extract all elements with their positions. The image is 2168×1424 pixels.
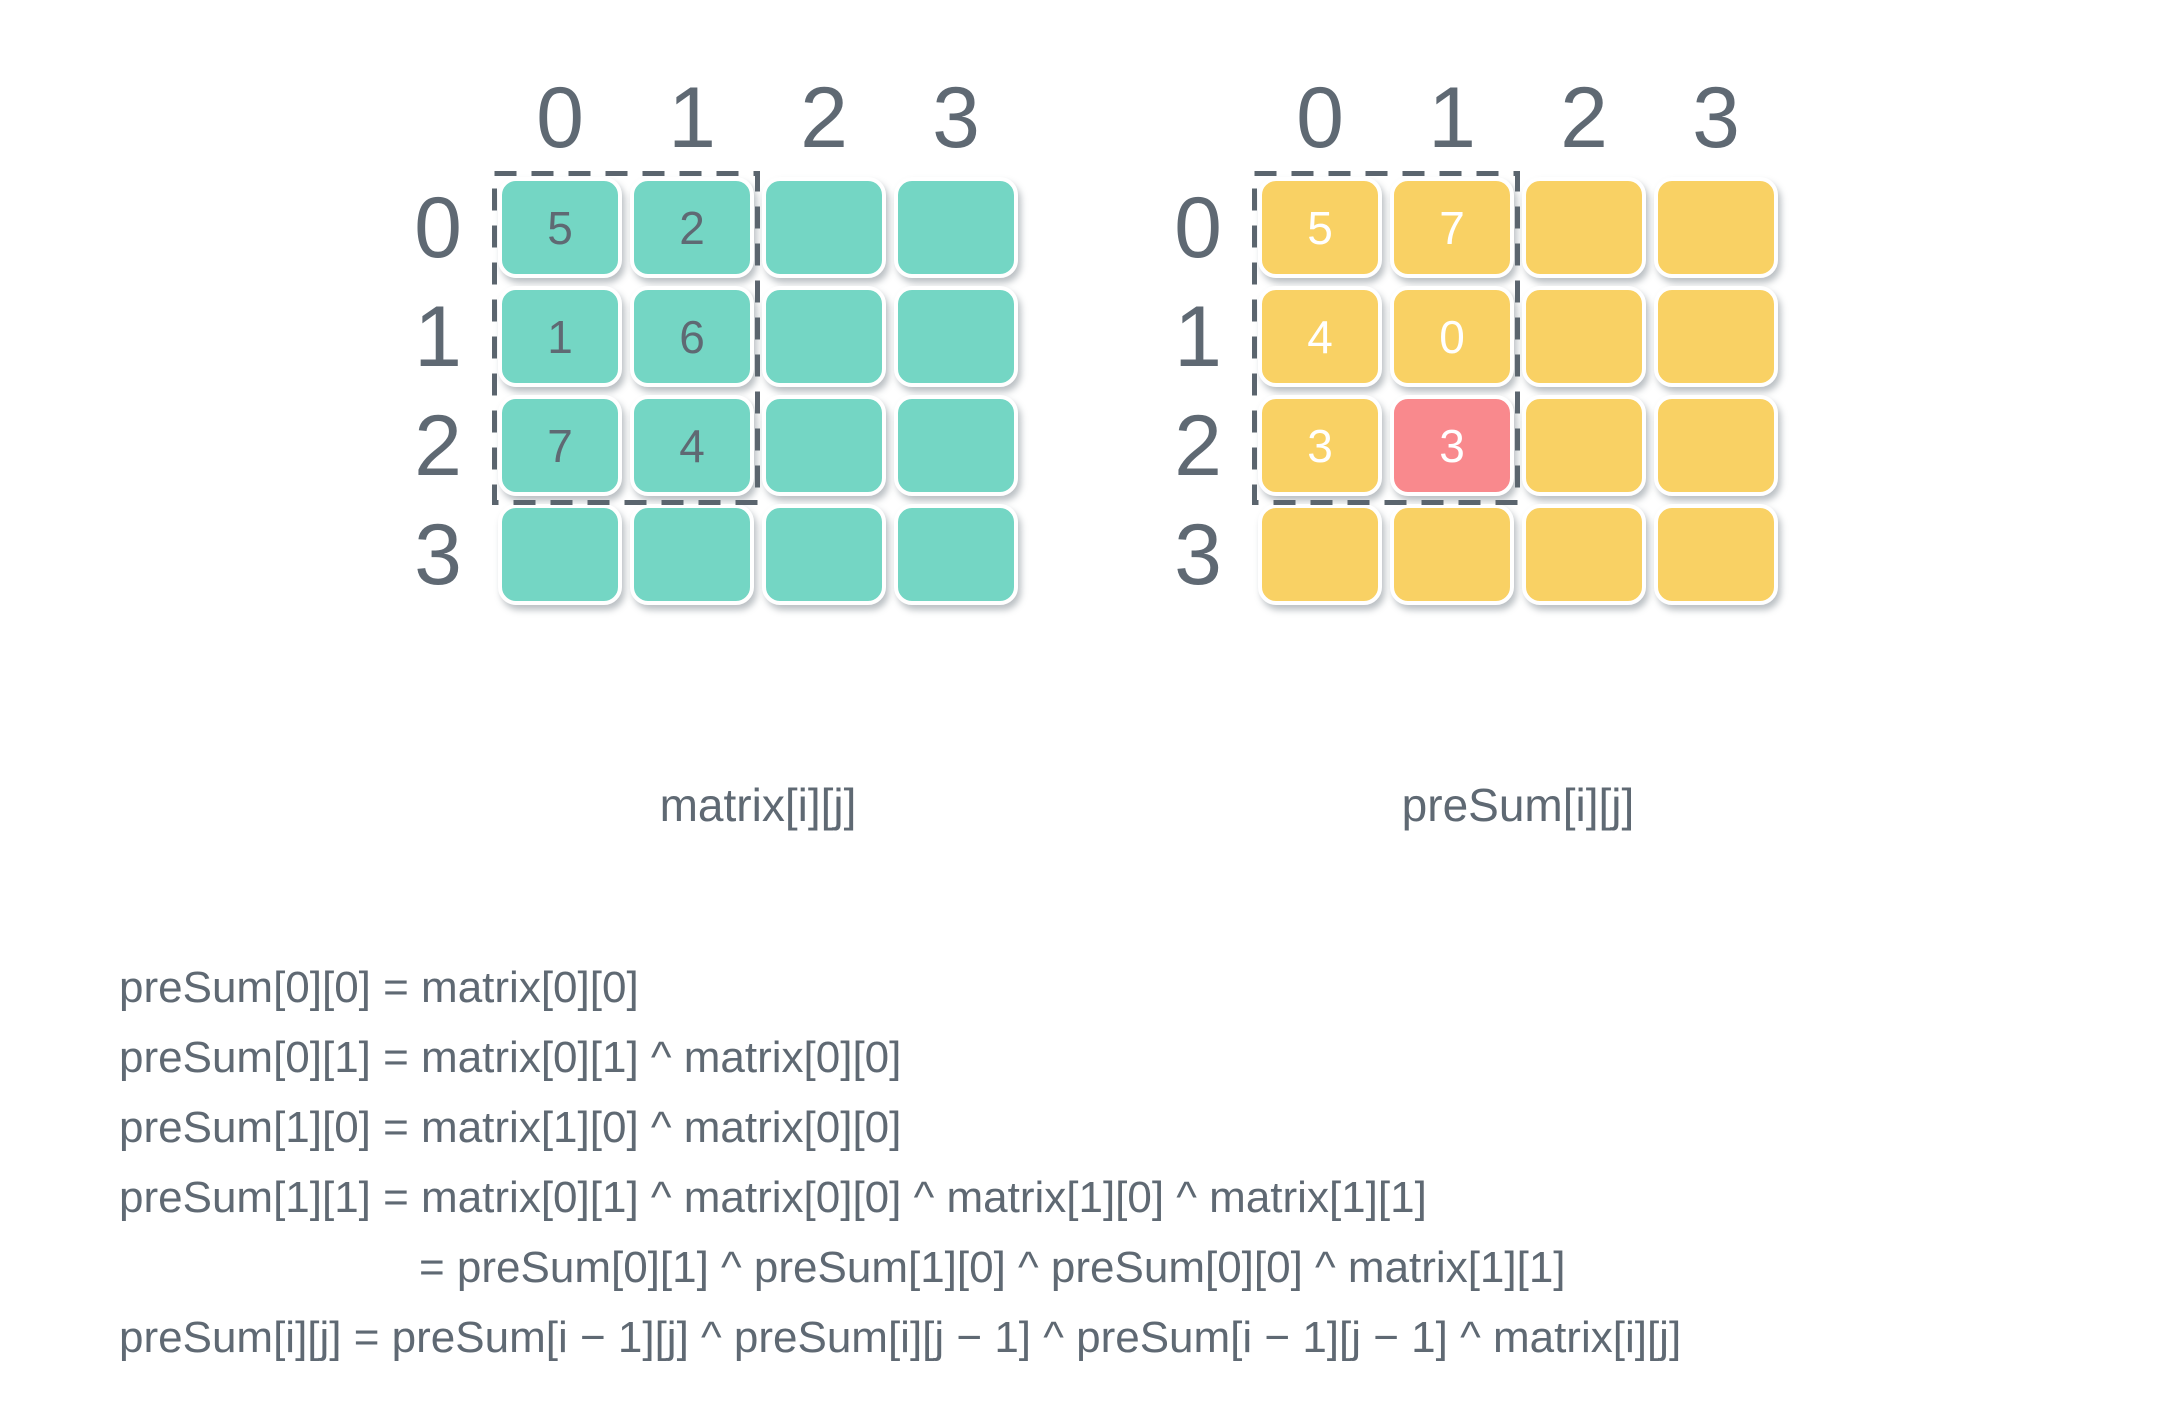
preSum-col-header-0: 0 xyxy=(1296,70,1344,166)
matrix-cell-0-3 xyxy=(894,177,1018,278)
presum-caption: preSum[i][j] xyxy=(1401,779,1635,831)
formula-line-5: preSum[i][j] = preSum[i − 1][j] ^ preSum… xyxy=(119,1313,1682,1362)
matrix-cell-value-2-1: 4 xyxy=(679,419,705,472)
preSum-cell-value-2-0: 3 xyxy=(1307,419,1333,472)
preSum-cell-3-3 xyxy=(1654,504,1778,605)
preSum-cell-3-2 xyxy=(1522,504,1646,605)
matrix-col-header-2: 2 xyxy=(800,70,848,166)
preSum-cell-2-3 xyxy=(1654,395,1778,496)
matrix-row-header-0: 0 xyxy=(414,179,462,276)
matrix-cell-3-1 xyxy=(630,504,754,605)
preSum-row-header-1: 1 xyxy=(1174,288,1222,385)
preSum-cell-value-0-0: 5 xyxy=(1307,201,1333,254)
matrix-cell-3-2 xyxy=(762,504,886,605)
matrix-row-header-1: 1 xyxy=(414,288,462,385)
formula-line-2: preSum[1][0] = matrix[1][0] ^ matrix[0][… xyxy=(119,1103,902,1152)
matrix-cell-2-0: 7 xyxy=(498,395,622,496)
preSum-cell-1-2 xyxy=(1522,286,1646,387)
preSum-cell-3-0 xyxy=(1258,504,1382,605)
matrix-cell-2-3 xyxy=(894,395,1018,496)
matrix-cell-1-2 xyxy=(762,286,886,387)
matrix-col-header-3: 3 xyxy=(932,70,980,166)
preSum-cell-3-1 xyxy=(1390,504,1514,605)
matrix-cell-value-1-1: 6 xyxy=(679,310,705,363)
matrix-caption: matrix[i][j] xyxy=(659,779,857,831)
preSum-cell-0-3 xyxy=(1654,177,1778,278)
matrix-cell-0-0: 5 xyxy=(498,177,622,278)
preSum-cell-1-3 xyxy=(1654,286,1778,387)
matrix-col-header-0: 0 xyxy=(536,70,584,166)
preSum-cell-2-2 xyxy=(1522,395,1646,496)
matrix-col-header-1: 1 xyxy=(668,70,716,166)
matrix-cell-1-0: 1 xyxy=(498,286,622,387)
preSum-row-header-3: 3 xyxy=(1174,506,1222,603)
matrix-row-header-2: 2 xyxy=(414,397,462,494)
matrix-cell-value-0-0: 5 xyxy=(547,201,573,254)
matrix-cell-3-3 xyxy=(894,504,1018,605)
preSum-cell-value-2-1: 3 xyxy=(1439,419,1465,472)
preSum-cell-0-0: 5 xyxy=(1258,177,1382,278)
matrix-cell-3-0 xyxy=(498,504,622,605)
matrix-cell-2-2 xyxy=(762,395,886,496)
preSum-cell-value-1-0: 4 xyxy=(1307,310,1333,363)
preSum-cell-1-1: 0 xyxy=(1390,286,1514,387)
presum-row-headers: 0 1 2 3 xyxy=(1132,177,1222,605)
preSum-row-header-0: 0 xyxy=(1174,179,1222,276)
matrix-cells: 5 2 1 6 7 4 xyxy=(498,177,1018,605)
preSum-cell-1-0: 4 xyxy=(1258,286,1382,387)
formula-line-3: preSum[1][1] = matrix[0][1] ^ matrix[0][… xyxy=(119,1173,1427,1222)
presum-cells: 5 7 4 0 3 3 xyxy=(1258,177,1778,605)
formula-line-1: preSum[0][1] = matrix[0][1] ^ matrix[0][… xyxy=(119,1033,902,1082)
matrix-cell-1-1: 6 xyxy=(630,286,754,387)
matrix-cell-1-3 xyxy=(894,286,1018,387)
preSum-cell-2-0: 3 xyxy=(1258,395,1382,496)
matrix-cell-value-2-0: 7 xyxy=(547,419,573,472)
matrix-cell-value-1-0: 1 xyxy=(547,310,573,363)
preSum-cell-value-1-1: 0 xyxy=(1439,310,1465,363)
matrix-cell-2-1: 4 xyxy=(630,395,754,496)
formula-line-4: = preSum[0][1] ^ preSum[1][0] ^ preSum[0… xyxy=(419,1243,1566,1292)
matrix-cell-value-0-1: 2 xyxy=(679,201,705,254)
preSum-col-header-2: 2 xyxy=(1560,70,1608,166)
formula-block: preSum[0][0] = matrix[0][0] preSum[0][1] … xyxy=(119,953,1681,1373)
preSum-cell-value-0-1: 7 xyxy=(1439,201,1465,254)
preSum-cell-0-2 xyxy=(1522,177,1646,278)
matrix-row-header-3: 3 xyxy=(414,506,462,603)
preSum-col-header-1: 1 xyxy=(1428,70,1476,166)
preSum-row-header-2: 2 xyxy=(1174,397,1222,494)
preSum-cell-2-1: 3 xyxy=(1390,395,1514,496)
matrix-cell-0-2 xyxy=(762,177,886,278)
preSum-cell-0-1: 7 xyxy=(1390,177,1514,278)
preSum-col-header-3: 3 xyxy=(1692,70,1740,166)
matrix-row-headers: 0 1 2 3 xyxy=(372,177,462,605)
formula-line-0: preSum[0][0] = matrix[0][0] xyxy=(119,963,639,1012)
matrix-cell-0-1: 2 xyxy=(630,177,754,278)
